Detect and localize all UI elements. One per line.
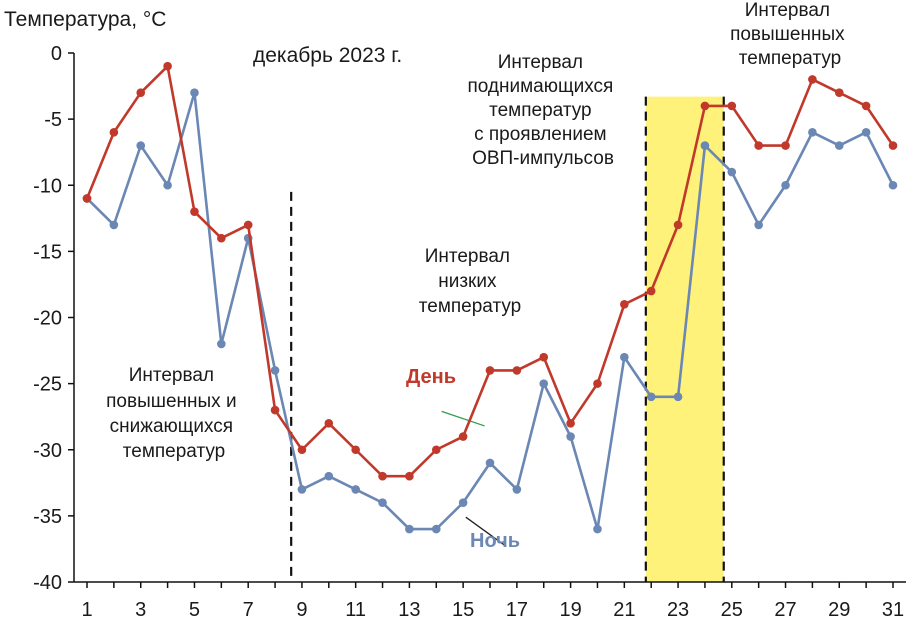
point-night	[781, 180, 790, 190]
point-day	[700, 101, 710, 111]
point-day	[620, 299, 629, 309]
legend-day-leader	[441, 410, 485, 427]
x-tick-label: 3	[135, 599, 146, 620]
point-day	[539, 352, 549, 362]
x-tick-label: 25	[721, 599, 743, 620]
point-night	[754, 220, 763, 230]
x-tick-label: 29	[828, 599, 850, 620]
point-day	[270, 405, 280, 415]
point-day	[485, 366, 495, 375]
point-day	[109, 128, 119, 137]
point-night	[727, 167, 737, 177]
point-day	[324, 419, 334, 428]
point-day	[82, 194, 92, 203]
point-day	[217, 233, 226, 243]
point-day	[754, 141, 763, 150]
point-night	[163, 180, 172, 190]
point-day	[190, 207, 199, 216]
point-day	[512, 366, 522, 375]
point-night	[566, 432, 575, 441]
point-night	[620, 352, 629, 362]
y-tick-label: -40	[33, 572, 62, 594]
x-tick-label: 31	[882, 599, 904, 620]
point-day	[378, 471, 387, 481]
point-night	[351, 485, 360, 494]
point-night	[458, 498, 468, 507]
y-tick-label: -5	[44, 109, 62, 131]
point-day	[566, 419, 575, 428]
point-day	[861, 101, 871, 111]
x-tick-label: 9	[296, 599, 307, 620]
point-night	[136, 141, 146, 150]
annotation-interval-2: Интервал низких температур	[419, 246, 521, 317]
point-day	[458, 432, 468, 441]
point-night	[512, 485, 522, 494]
point-night	[270, 366, 280, 375]
x-tick-label: 21	[613, 599, 635, 620]
x-tick-label: 5	[189, 599, 200, 620]
point-night	[485, 458, 495, 468]
point-day	[808, 75, 817, 84]
point-night	[808, 128, 817, 137]
point-night	[431, 524, 441, 534]
point-day	[297, 445, 307, 455]
point-day	[673, 220, 683, 230]
point-day	[834, 88, 844, 97]
point-night	[593, 524, 602, 534]
point-day	[136, 88, 146, 97]
point-night	[378, 498, 387, 507]
x-tick-label: 17	[506, 599, 528, 620]
point-day	[351, 445, 360, 455]
point-night	[297, 485, 307, 494]
x-tick-label: 23	[667, 599, 689, 620]
point-night	[673, 392, 683, 402]
y-tick-label: -20	[33, 308, 62, 330]
point-night	[888, 180, 898, 190]
point-day	[405, 471, 414, 481]
x-tick-label: 27	[774, 599, 796, 620]
point-night	[700, 141, 710, 150]
point-day	[727, 101, 737, 111]
point-day	[646, 286, 656, 296]
point-night	[324, 471, 334, 481]
point-day	[163, 61, 172, 71]
x-tick-label: 11	[345, 599, 366, 620]
annotation-interval-4: Интервал повышенных температур	[730, 0, 850, 69]
point-night	[217, 339, 226, 349]
x-tick-label: 19	[559, 599, 581, 620]
x-tick-label: 15	[452, 599, 474, 620]
point-night	[109, 220, 119, 230]
y-tick-label: -35	[33, 506, 62, 528]
y-tick-label: -25	[33, 374, 62, 396]
x-tick-label: 7	[243, 599, 254, 620]
point-day	[888, 141, 898, 150]
legend-day: День	[406, 366, 456, 388]
point-night	[834, 141, 844, 150]
point-day	[781, 141, 790, 150]
annotation-interval-3: Интервал поднимающихся температур с проя…	[467, 52, 618, 169]
x-tick-label: 13	[398, 599, 420, 620]
annotation-interval-1: Интервал повышенных и снижающихся темпер…	[106, 365, 242, 462]
y-tick-label: 0	[51, 43, 62, 65]
y-tick-label: -10	[33, 175, 62, 197]
y-tick-label: -15	[33, 241, 62, 263]
point-day	[243, 220, 253, 230]
y-tick-label: -30	[33, 440, 62, 462]
point-day	[431, 445, 441, 455]
x-tick-label: 1	[81, 599, 92, 620]
legend-night-leader	[465, 516, 507, 547]
point-night	[861, 128, 871, 137]
point-night	[539, 379, 549, 388]
point-night	[405, 524, 414, 534]
legend-night: Ночь	[470, 530, 520, 552]
point-night	[646, 392, 656, 402]
chart-title: декабрь 2023 г.	[253, 44, 402, 67]
point-day	[593, 379, 602, 388]
point-night	[190, 88, 199, 97]
y-axis-label: Температура, °C	[4, 8, 166, 31]
